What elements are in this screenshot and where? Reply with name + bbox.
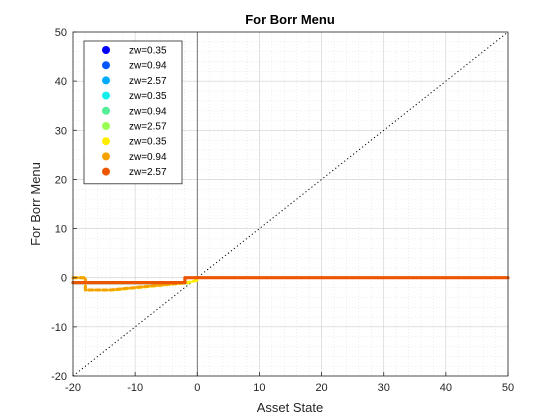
legend-marker bbox=[102, 122, 110, 130]
series-line-8 bbox=[71, 276, 187, 292]
x-tick-label: 50 bbox=[502, 382, 514, 394]
legend-entry-label: zw=0.94 bbox=[129, 152, 167, 163]
legend: zw=0.35 zw=0.94 zw=2.57 zw=0.35 zw=0.94 zw=2.… bbox=[83, 40, 183, 185]
legend-marker bbox=[102, 76, 110, 85]
legend-entry-label: zw=0.35 bbox=[129, 91, 167, 102]
y-tick-label: 20 bbox=[55, 174, 67, 186]
y-tick-label: 10 bbox=[55, 224, 67, 236]
x-tick-label: 30 bbox=[378, 382, 390, 394]
x-tick-label: -20 bbox=[65, 382, 81, 394]
y-tick-label: 50 bbox=[55, 27, 67, 39]
legend-marker bbox=[102, 46, 110, 54]
y-tick-label: 30 bbox=[55, 125, 67, 137]
legend-entry-label: zw=0.35 bbox=[129, 46, 167, 57]
legend-entry-label: zw=2.57 bbox=[129, 167, 167, 178]
x-tick-label: -10 bbox=[127, 382, 143, 394]
legend-entry-label: zw=0.94 bbox=[129, 61, 167, 72]
series-line-9 bbox=[71, 276, 510, 285]
legend-marker bbox=[102, 137, 110, 146]
legend-box bbox=[83, 40, 183, 185]
y-tick-label: 40 bbox=[55, 76, 67, 88]
x-tick-label: 20 bbox=[315, 382, 327, 394]
y-tick-label: -20 bbox=[51, 371, 67, 383]
x-tick-labels: -20 -10 0 10 20 30 40 50 bbox=[65, 372, 514, 394]
legend-marker bbox=[102, 91, 110, 100]
x-tick-label: 10 bbox=[253, 382, 265, 394]
series-layer bbox=[71, 276, 510, 292]
legend-entry-label: zw=2.57 bbox=[129, 122, 167, 133]
legend-marker bbox=[102, 167, 110, 176]
legend-marker bbox=[102, 152, 110, 161]
reference-lines bbox=[72, 31, 509, 377]
plot-frame bbox=[72, 31, 509, 377]
y-axis-label: For Borr Menu bbox=[28, 162, 43, 246]
y-tick-label: 0 bbox=[61, 273, 67, 285]
x-axis-label: Asset State bbox=[257, 400, 323, 415]
legend-entry-label: zw=0.35 bbox=[129, 137, 167, 148]
y-tick-label: -10 bbox=[51, 322, 67, 334]
x-tick-label: 0 bbox=[194, 382, 200, 394]
legend-marker bbox=[102, 61, 110, 70]
legend-marker bbox=[102, 106, 110, 115]
y-tick-labels: -20 -10 0 10 20 30 40 50 bbox=[51, 27, 77, 383]
x-tick-label: 40 bbox=[440, 382, 452, 394]
legend-entry-label: zw=0.94 bbox=[129, 106, 167, 117]
legend-entry-label: zw=2.57 bbox=[129, 76, 167, 87]
chart-title: For Borr Menu bbox=[245, 12, 335, 27]
